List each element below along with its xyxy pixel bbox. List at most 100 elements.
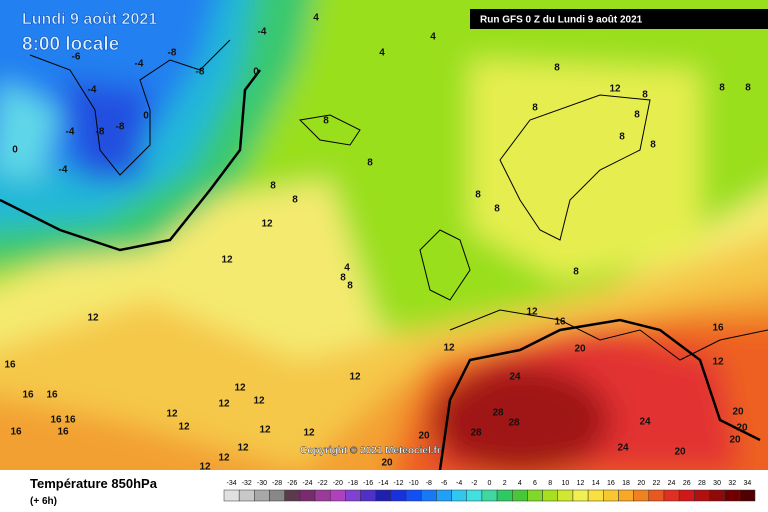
scale-swatch [299, 489, 316, 502]
scale-label: -30 [257, 480, 267, 487]
contour-label: 16 [57, 427, 69, 438]
scale-label: -2 [471, 480, 477, 487]
contour-label: 20 [732, 407, 744, 418]
scale-swatch [329, 489, 346, 502]
scale-label: 34 [744, 480, 752, 487]
copyright: Copyright © 2021 Meteociel.fr [300, 446, 441, 457]
contour-label: 8 [292, 195, 298, 206]
scale-swatch [694, 489, 710, 502]
scale-swatch [436, 489, 452, 502]
scale-swatch [451, 489, 467, 502]
contour-label: 12 [303, 428, 315, 439]
contour-label: 20 [736, 423, 748, 434]
scale-swatch [678, 489, 695, 502]
scale-label: 12 [577, 480, 585, 487]
map-labels: 444-8-4-8-6-40-40-4 -8 -80-488881212488128… [4, 13, 751, 473]
contour-label: 8 [494, 204, 500, 215]
scale-label: 10 [561, 480, 569, 487]
local-time: 8:00 locale [22, 34, 119, 55]
scale-swatch [481, 489, 498, 502]
contour-label: 12 [443, 343, 455, 354]
contour-label: 8 [573, 267, 579, 278]
contour-label: -4 [66, 127, 75, 138]
contour-label: 0 [12, 145, 18, 156]
scale-label: -10 [409, 480, 419, 487]
lead-time: (+ 6h) [30, 496, 57, 507]
contour-label: 12 [349, 372, 361, 383]
contour-label: 8 [745, 83, 751, 94]
scale-swatch [345, 489, 361, 502]
date: Lundi 9 août 2021 [22, 11, 157, 28]
contour-label: -8 [116, 122, 125, 133]
contour-label: 8 [340, 273, 346, 284]
contour-label: 28 [492, 408, 504, 419]
contour-label: 8 [347, 281, 353, 292]
scale-swatch [587, 489, 604, 502]
contour-label: 20 [418, 431, 430, 442]
contour-label: 28 [470, 428, 482, 439]
scale-swatch [314, 489, 331, 502]
contour-label: -8 [168, 48, 177, 59]
contour-label: 16 [10, 427, 22, 438]
contour-label: 4 [430, 32, 436, 43]
contour-label: 12 [259, 425, 271, 436]
contour-label: 24 [639, 417, 651, 428]
scale-label: -20 [333, 480, 343, 487]
contour-label: 12 [199, 462, 211, 473]
scale-swatch [542, 489, 559, 502]
scale-label: 6 [533, 480, 537, 487]
contour-label: 4 [344, 263, 350, 274]
contour-label: 16 [4, 360, 16, 371]
scale-label: -24 [302, 480, 312, 487]
contour-label: 20 [729, 435, 741, 446]
scale-swatch [375, 489, 392, 502]
contour-label: 8 [475, 190, 481, 201]
contour-label: 0 [143, 111, 149, 122]
contour-label: 8 [554, 63, 560, 74]
scale-label: 22 [652, 480, 660, 487]
front-line [0, 69, 761, 471]
scale-label: 24 [668, 480, 676, 487]
contour-label: 28 [508, 418, 520, 429]
contour-label: 16 [712, 323, 724, 334]
scale-swatch [739, 489, 756, 502]
scale-swatch [420, 489, 437, 502]
scale-swatch [238, 489, 255, 502]
scale-swatch [405, 489, 422, 502]
scale-swatch [527, 489, 543, 502]
contour-label: 12 [221, 255, 233, 266]
contour-label: 12 [178, 422, 190, 433]
scale-swatch [648, 489, 665, 502]
contour-label: 12 [609, 84, 621, 95]
contour-label: 16 [46, 390, 58, 401]
scale-swatch [269, 489, 285, 502]
contour-label: 8 [532, 103, 538, 114]
scale-label: -34 [227, 480, 237, 487]
scale-label: 4 [518, 480, 522, 487]
scale-label: 16 [607, 480, 615, 487]
scale-swatch [284, 489, 301, 502]
scale-swatch [663, 489, 680, 502]
contour-label: -8 [196, 67, 205, 78]
contour-label: 24 [509, 372, 521, 383]
contour-label: 20 [574, 344, 586, 355]
scale-swatch [360, 489, 376, 502]
scale-label: -8 [426, 480, 432, 487]
scale-label: -26 [287, 480, 297, 487]
scale-label: -12 [393, 480, 403, 487]
contour-label: -4 [135, 59, 144, 70]
scale-label: -16 [363, 480, 373, 487]
contour-label: 4 [379, 48, 385, 59]
contour-label: 12 [218, 399, 230, 410]
contour-label: 8 [323, 116, 329, 127]
scale-label: -14 [378, 480, 388, 487]
scale-swatch [254, 489, 270, 502]
contour-label: -6 [72, 52, 81, 63]
scale-label: 18 [622, 480, 630, 487]
scale-label: 28 [698, 480, 706, 487]
scale-swatch [496, 489, 513, 502]
contour-label: -8 [96, 127, 105, 138]
parameter: Température 850hPa [30, 476, 158, 491]
scale-swatch [390, 489, 407, 502]
